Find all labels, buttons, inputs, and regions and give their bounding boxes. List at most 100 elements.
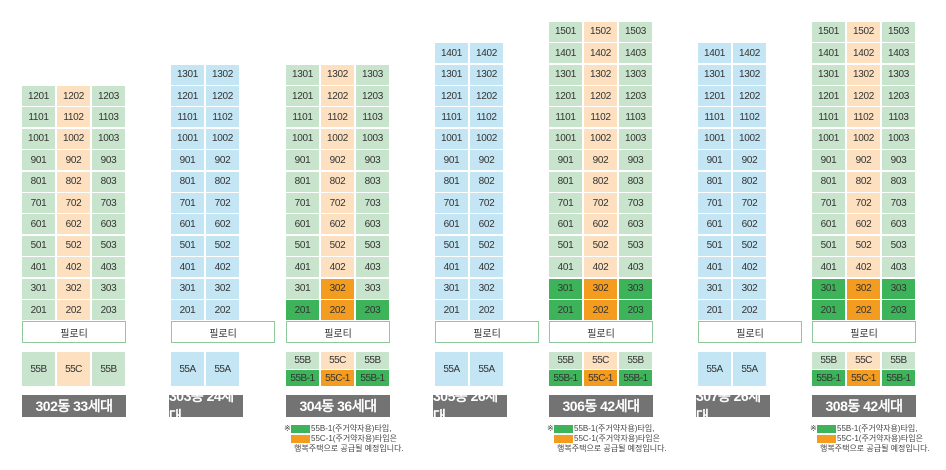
unit-cell: 201 bbox=[549, 300, 582, 320]
orange-swatch bbox=[817, 435, 836, 443]
unit-cell: 1101 bbox=[435, 107, 468, 128]
unit-type-cell: 55B bbox=[286, 352, 319, 369]
unit-type-cell: 55B bbox=[92, 352, 125, 386]
unit-cell: 502 bbox=[733, 235, 766, 256]
unit-cell: 1302 bbox=[584, 64, 617, 85]
unit-cell: 1401 bbox=[435, 43, 468, 64]
unit-cell: 701 bbox=[171, 193, 204, 213]
unit-cell: 402 bbox=[57, 257, 90, 278]
unit-cell: 1102 bbox=[470, 107, 503, 128]
unit-cell: 601 bbox=[549, 214, 582, 235]
unit-cell: 402 bbox=[733, 257, 766, 278]
legend-row: ※ 55B-1(주거약자용)타입, bbox=[810, 424, 946, 434]
unit-cell: 1402 bbox=[470, 43, 503, 64]
orange-swatch bbox=[554, 435, 573, 443]
unit-cell: 301 bbox=[549, 278, 582, 299]
unit-cell: 603 bbox=[92, 214, 125, 235]
legend-row: 행복주택으로 공급될 예정입니다. bbox=[810, 444, 946, 454]
unit-cell: 802 bbox=[470, 171, 503, 192]
unit-cell: 702 bbox=[847, 193, 880, 213]
unit-cell: 501 bbox=[435, 235, 468, 256]
unit-cell: 1102 bbox=[584, 107, 617, 128]
unit-cell: 1001 bbox=[171, 128, 204, 149]
unit-cell: 403 bbox=[356, 257, 389, 278]
unit-cell: 1302 bbox=[733, 64, 766, 85]
unit-cell: 401 bbox=[812, 257, 845, 278]
unit-cell: 1001 bbox=[549, 128, 582, 149]
unit-cell: 203 bbox=[882, 300, 915, 320]
legend-note: ※ 55B-1(주거약자용)타입, 55C-1(주거약자용)타입은 행복주택으로 공급… bbox=[284, 424, 434, 454]
unit-cell: 301 bbox=[22, 278, 55, 299]
legend-row: 행복주택으로 공급될 예정입니다. bbox=[547, 444, 697, 454]
legend-row: ※ 55B-1(주거약자용)타입, bbox=[284, 424, 434, 434]
unit-type-cell: 55A bbox=[733, 352, 766, 386]
unit-cell: 802 bbox=[733, 171, 766, 192]
unit-cell: 1402 bbox=[584, 43, 617, 64]
unit-cell: 603 bbox=[356, 214, 389, 235]
unit-cell: 902 bbox=[847, 150, 880, 171]
green-swatch bbox=[554, 425, 573, 433]
unit-type-cell: 55A bbox=[171, 352, 204, 386]
unit-cell: 1201 bbox=[812, 86, 845, 106]
unit-cell: 303 bbox=[619, 278, 652, 299]
unit-cell: 1301 bbox=[435, 64, 468, 85]
orange-swatch bbox=[291, 435, 310, 443]
unit-cell: 502 bbox=[206, 235, 239, 256]
unit-cell: 303 bbox=[882, 278, 915, 299]
unit-cell: 1202 bbox=[847, 86, 880, 106]
building-title: 303동 24세대 bbox=[169, 388, 243, 424]
legend-line: 행복주택으로 공급될 예정입니다. bbox=[557, 444, 667, 453]
unit-subtype-cell: 55B-1 bbox=[286, 370, 319, 386]
unit-cell: 702 bbox=[57, 193, 90, 213]
unit-cell: 703 bbox=[619, 193, 652, 213]
unit-cell: 401 bbox=[549, 257, 582, 278]
unit-cell: 801 bbox=[435, 171, 468, 192]
unit-cell: 1201 bbox=[549, 86, 582, 106]
unit-cell: 1403 bbox=[882, 43, 915, 64]
unit-cell: 1102 bbox=[57, 107, 90, 128]
unit-cell: 1303 bbox=[882, 64, 915, 85]
unit-cell: 801 bbox=[698, 171, 731, 192]
unit-cell: 801 bbox=[286, 171, 319, 192]
unit-cell: 903 bbox=[92, 150, 125, 171]
unit-cell: 201 bbox=[286, 300, 319, 320]
unit-cell: 1502 bbox=[584, 21, 617, 42]
unit-cell: 902 bbox=[57, 150, 90, 171]
unit-cell: 401 bbox=[286, 257, 319, 278]
legend-line: 55B-1(주거약자용)타입, bbox=[311, 424, 392, 433]
building-title: 304동 36세대 bbox=[286, 395, 390, 417]
unit-cell: 303 bbox=[92, 278, 125, 299]
unit-type-cell: 55A bbox=[470, 352, 503, 386]
unit-cell: 1103 bbox=[356, 107, 389, 128]
unit-cell: 402 bbox=[470, 257, 503, 278]
unit-cell: 901 bbox=[812, 150, 845, 171]
pilotis-label: 필로티 bbox=[698, 321, 802, 343]
unit-cell: 801 bbox=[22, 171, 55, 192]
unit-cell: 901 bbox=[435, 150, 468, 171]
unit-cell: 503 bbox=[619, 235, 652, 256]
unit-cell: 1203 bbox=[92, 86, 125, 106]
building-title: 308동 42세대 bbox=[812, 395, 916, 417]
legend-row: 행복주택으로 공급될 예정입니다. bbox=[284, 444, 434, 454]
unit-cell: 1301 bbox=[698, 64, 731, 85]
pilotis-label: 필로티 bbox=[549, 321, 653, 343]
unit-cell: 601 bbox=[171, 214, 204, 235]
unit-cell: 402 bbox=[847, 257, 880, 278]
unit-cell: 302 bbox=[847, 278, 880, 299]
unit-cell: 1203 bbox=[356, 86, 389, 106]
unit-cell: 1101 bbox=[22, 107, 55, 128]
pilotis-label: 필로티 bbox=[22, 321, 126, 343]
unit-subtype-cell: 55B-1 bbox=[356, 370, 389, 386]
unit-cell: 1201 bbox=[286, 86, 319, 106]
unit-cell: 1401 bbox=[549, 43, 582, 64]
unit-cell: 401 bbox=[698, 257, 731, 278]
unit-type-cell: 55A bbox=[698, 352, 731, 386]
unit-cell: 302 bbox=[470, 278, 503, 299]
unit-cell: 302 bbox=[57, 278, 90, 299]
unit-cell: 1501 bbox=[549, 21, 582, 42]
unit-cell: 903 bbox=[356, 150, 389, 171]
unit-cell: 701 bbox=[549, 193, 582, 213]
unit-cell: 201 bbox=[698, 300, 731, 320]
unit-cell: 1101 bbox=[171, 107, 204, 128]
unit-cell: 1303 bbox=[356, 64, 389, 85]
